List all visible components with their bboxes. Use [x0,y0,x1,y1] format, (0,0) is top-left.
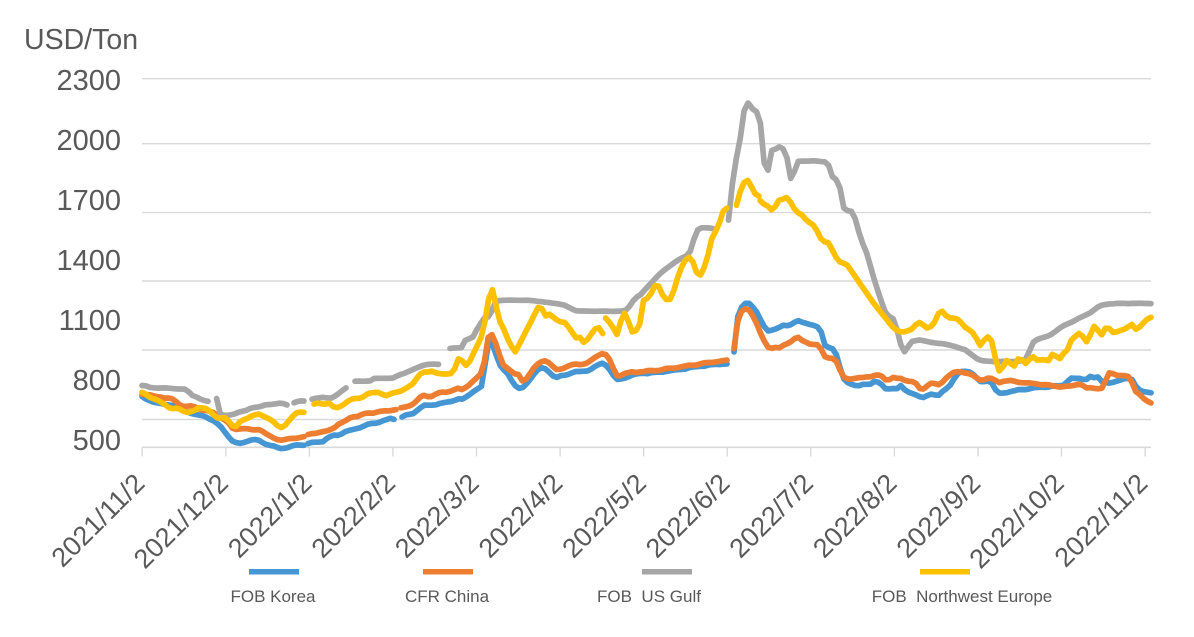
svg-text:500: 500 [73,425,121,457]
svg-text:2000: 2000 [56,125,121,157]
svg-text:USD/Ton: USD/Ton [24,24,138,56]
svg-text:1700: 1700 [56,185,121,217]
svg-text:1400: 1400 [56,245,121,277]
svg-text:2300: 2300 [56,65,121,97]
svg-text:FOB Northwest Europe: FOB Northwest Europe [872,587,1052,606]
svg-text:FOB Korea: FOB Korea [230,587,316,606]
svg-text:800: 800 [73,365,121,397]
svg-text:1100: 1100 [59,305,121,337]
svg-text:CFR China: CFR China [405,587,490,606]
svg-text:FOB US Gulf: FOB US Gulf [597,587,701,606]
